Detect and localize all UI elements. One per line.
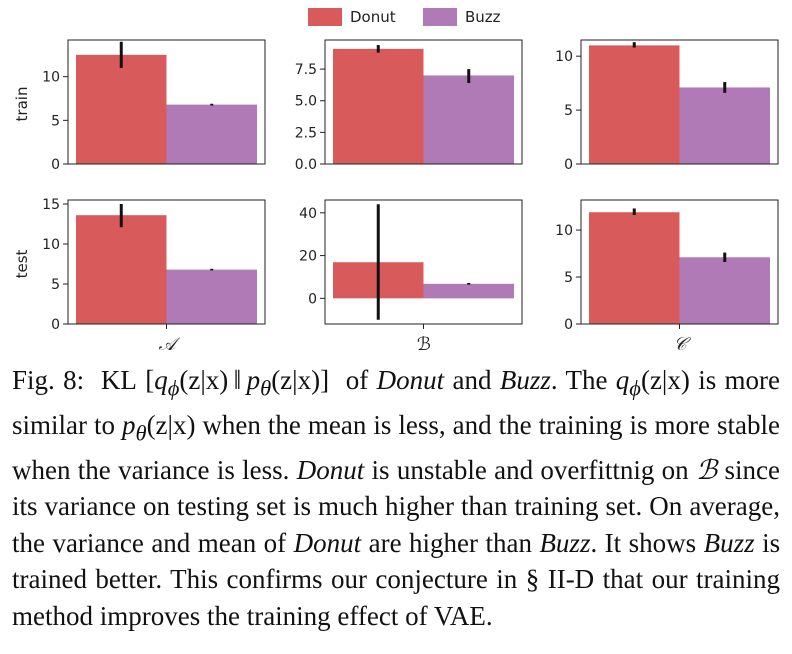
y-tick-label: 10 <box>42 237 60 253</box>
caption-s4: since its variance on testing set is muc… <box>12 454 781 558</box>
caption-s2: when the mean is less, and the training … <box>12 409 781 485</box>
caption-donut-3: Donut <box>293 527 362 558</box>
p-symbol-2: p <box>122 409 136 440</box>
subplot-test-2: 0 20 40 <box>299 199 523 329</box>
y-tick-label: 20 <box>299 249 317 265</box>
row-label-train: train <box>13 87 31 122</box>
kl-separator: ‖ <box>233 365 242 395</box>
subplot-train-2: 0.0 2.5 5.0 7.5 <box>295 39 523 173</box>
subplot-train-3: 0 5 10 <box>555 39 779 173</box>
bar-buzz <box>679 257 770 324</box>
q-symbol: q <box>154 365 168 395</box>
axes-frame <box>324 39 523 165</box>
bar-buzz <box>166 104 257 164</box>
kl-bracket-open: [ <box>145 365 155 395</box>
q-args-2: (z|x) <box>640 365 690 395</box>
caption-donut-1: Donut <box>376 365 445 395</box>
legend-swatch-donut <box>308 8 342 26</box>
bar-buzz <box>423 283 514 299</box>
axes-frame <box>67 39 266 165</box>
caption-the: . The <box>550 365 608 395</box>
kl-bracket-close: ] <box>320 365 330 395</box>
y-tick-label: 40 <box>299 206 317 222</box>
caption-s7: is trained better. This confirms our con… <box>12 527 781 631</box>
legend-label-buzz: Buzz <box>465 8 501 26</box>
p-subscript: θ <box>260 375 272 401</box>
column-label-b: ℬ <box>417 334 431 350</box>
y-tick-label: 2.5 <box>295 125 317 141</box>
caption-kl: KL <box>100 365 137 395</box>
y-tick-label: 5 <box>51 113 60 129</box>
caption-b-cal: ℬ <box>696 454 718 485</box>
q-subscript: ϕ <box>167 375 180 401</box>
legend: Donut Buzz <box>308 8 501 26</box>
y-tick-label: 0 <box>564 317 573 333</box>
caption-fig-label: Fig. 8: <box>12 365 85 395</box>
y-tick-label: 0.0 <box>295 157 317 173</box>
legend-swatch-buzz <box>423 8 457 26</box>
bar-donut <box>333 48 424 164</box>
subplot-test-1: 0 5 10 15 <box>42 197 266 333</box>
y-tick-label: 10 <box>555 223 573 239</box>
subplots: 0 5 10 0.0 2.5 5.0 7.5 0 5 10 0 5 10 15 0 20 40 0 5 10 <box>42 39 779 333</box>
caption-s1: is more similar to <box>12 365 781 440</box>
p-args: (z|x) <box>271 365 321 395</box>
subplot-train-1: 0 5 10 <box>42 39 266 173</box>
bar-donut <box>76 54 167 164</box>
figure-caption: Fig. 8: KL [qϕ(z|x) ‖ pθ(z|x)] of Donut … <box>12 362 780 634</box>
y-tick-label: 5 <box>51 277 60 293</box>
y-tick-label: 0 <box>51 157 60 173</box>
y-tick-label: 5.0 <box>295 94 317 110</box>
subplot-test-3: 0 5 10 <box>555 199 779 333</box>
caption-s3: is unstable and overfittnig on <box>371 454 689 485</box>
y-tick-label: 15 <box>42 197 60 213</box>
bar-buzz <box>679 87 770 164</box>
bar-donut <box>76 215 167 324</box>
bar-buzz <box>423 75 514 164</box>
p-args-2: (z|x) <box>146 409 196 440</box>
caption-s5: are higher than <box>368 527 532 558</box>
axes-frame <box>324 199 523 325</box>
bar-donut <box>589 45 680 164</box>
q-args: (z|x) <box>179 365 229 395</box>
y-tick-label: 5 <box>564 270 573 286</box>
caption-buzz-2: Buzz <box>539 527 591 558</box>
caption-of: of <box>345 365 369 395</box>
y-tick-label: 10 <box>42 70 60 86</box>
p-subscript-2: θ <box>135 420 147 446</box>
figure-bar-charts: Donut Buzz train test 𝒜 ℬ 𝒞 0 5 10 0.0 2.5 5.… <box>13 8 779 350</box>
y-tick-label: 5 <box>564 103 573 119</box>
y-tick-label: 10 <box>555 49 573 65</box>
caption-donut-2: Donut <box>296 454 365 485</box>
caption-s6: . It shows <box>590 527 697 558</box>
q-subscript-2: ϕ <box>629 375 641 401</box>
y-tick-label: 0 <box>564 157 573 173</box>
axes-frame <box>580 39 779 165</box>
bar-buzz <box>166 269 257 324</box>
caption-buzz-1: Buzz <box>499 365 551 395</box>
column-label-c: 𝒞 <box>673 334 691 350</box>
caption-and: and <box>452 365 492 395</box>
p-symbol: p <box>246 365 261 395</box>
row-label-test: test <box>13 249 31 278</box>
column-label-a: 𝒜 <box>158 334 180 350</box>
legend-label-donut: Donut <box>350 8 396 26</box>
y-tick-label: 0 <box>51 317 60 333</box>
y-tick-label: 0 <box>308 291 317 307</box>
y-tick-label: 7.5 <box>295 62 317 78</box>
q-symbol-2: q <box>615 365 630 395</box>
caption-buzz-3: Buzz <box>703 527 755 558</box>
bar-donut <box>589 212 680 324</box>
